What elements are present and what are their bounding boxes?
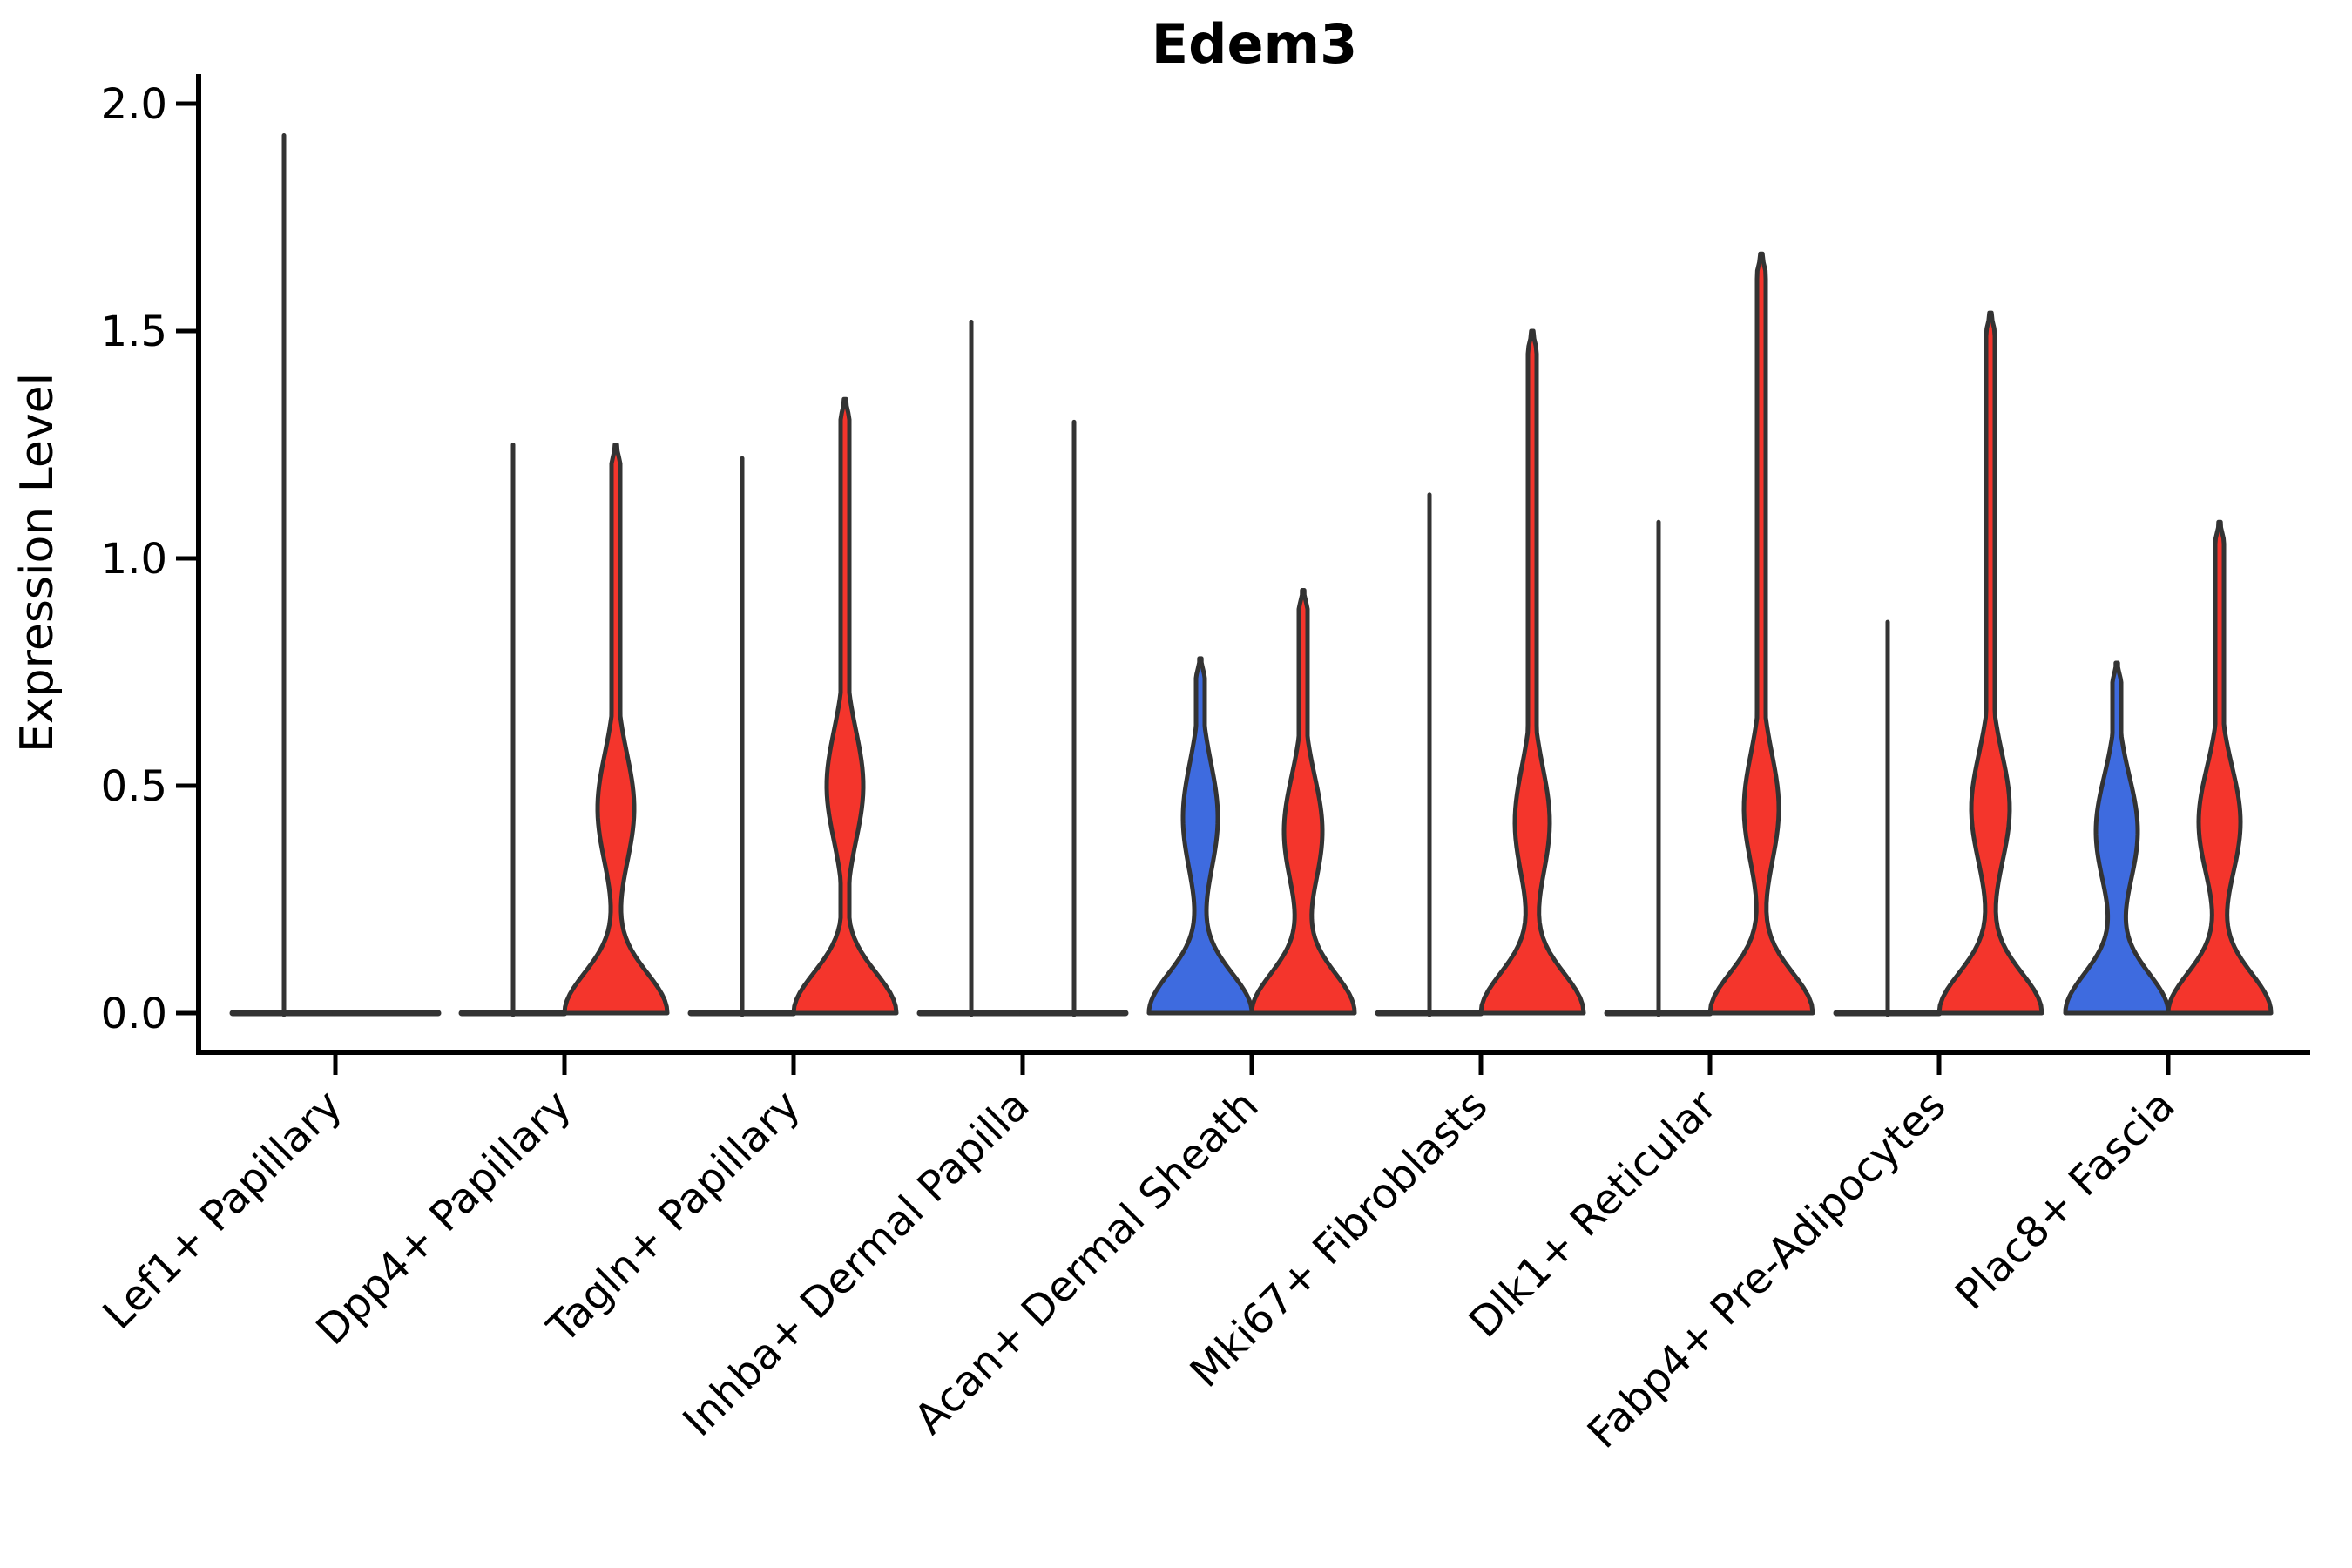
violin-red — [1936, 310, 2044, 1016]
violins-layer — [229, 133, 2274, 1017]
violin-red — [1478, 328, 1586, 1016]
y-tick-label: 0.0 — [101, 990, 167, 1038]
y-tick-label: 2.0 — [101, 80, 167, 129]
violin-blue — [2063, 660, 2171, 1016]
x-tick-label: Lef1+ Papillary — [94, 1081, 352, 1339]
x-tick-label: Dlk1+ Reticular — [1460, 1081, 1727, 1348]
violin-red — [1707, 251, 1815, 1016]
x-tick-label: Plac8+ Fascia — [1946, 1081, 2185, 1320]
x-tick-label: Dpp4+ Papillary — [307, 1081, 580, 1355]
y-tick-label: 1.5 — [101, 308, 167, 356]
axis-spines — [196, 74, 2310, 1055]
violin-red — [2166, 519, 2274, 1016]
y-tick-label: 1.0 — [101, 535, 167, 584]
violin-blue — [1146, 656, 1254, 1016]
y-tick-label: 0.5 — [101, 762, 167, 811]
violin-red — [1249, 588, 1357, 1016]
x-tick-label: Tagln+ Papillary — [537, 1081, 809, 1353]
violin-red — [562, 443, 670, 1016]
chart-title: Edem3 — [1152, 12, 1358, 76]
y-axis-label: Expression Level — [11, 373, 64, 753]
violin-red — [791, 396, 899, 1016]
